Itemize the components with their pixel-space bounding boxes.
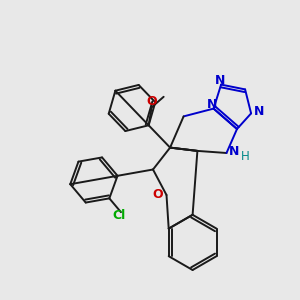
Text: N: N xyxy=(214,74,225,87)
Text: Cl: Cl xyxy=(113,208,126,222)
Text: N: N xyxy=(254,105,264,119)
Text: O: O xyxy=(152,188,163,202)
Text: N: N xyxy=(207,98,217,111)
Text: N: N xyxy=(229,145,239,158)
Text: H: H xyxy=(241,150,250,163)
Text: O: O xyxy=(146,95,157,108)
